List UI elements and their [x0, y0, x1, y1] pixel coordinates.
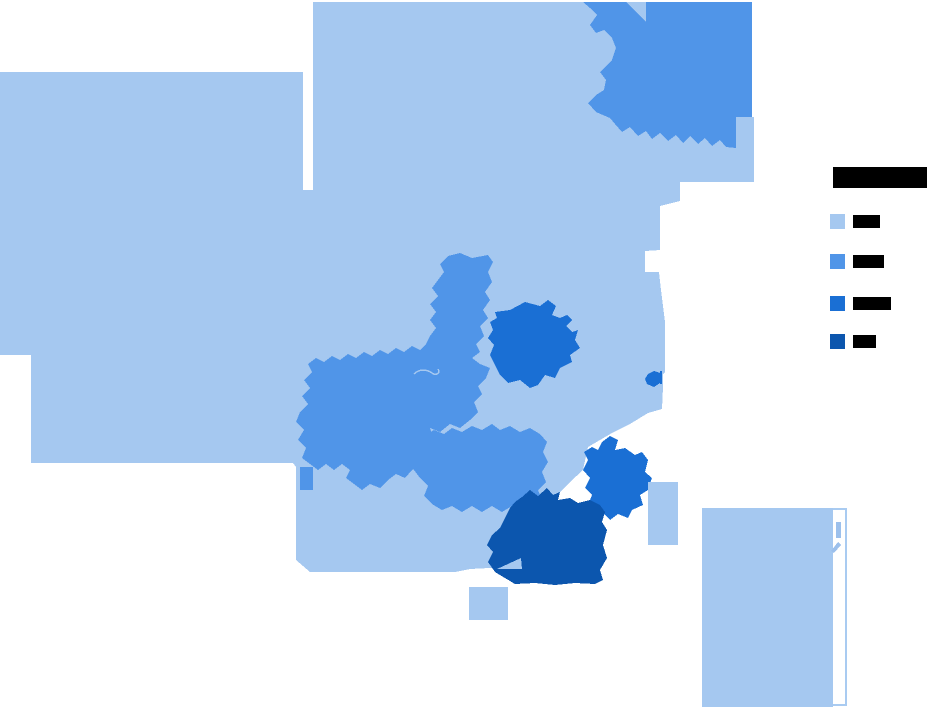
sea-inset-island-slash [831, 542, 841, 553]
region-south-central[interactable] [412, 424, 548, 512]
legend-swatch-level4 [830, 334, 845, 349]
sea-inset-island-bar [836, 522, 841, 538]
inner-boundary-line [413, 368, 440, 375]
region-coastal-dot[interactable] [645, 371, 660, 387]
region-southeast[interactable] [583, 436, 652, 520]
sea-inset-fill[interactable] [702, 508, 833, 707]
legend-swatch-level1 [830, 214, 845, 229]
region-central-plains[interactable] [488, 300, 580, 388]
region-central-west[interactable] [296, 253, 493, 490]
legend-label-redacted-block [853, 297, 891, 310]
region-offshore-rect[interactable] [648, 482, 678, 545]
region-west-north-landmass[interactable] [0, 2, 754, 572]
legend-label-redacted-block [853, 335, 876, 348]
legend-swatch-level2 [830, 254, 845, 269]
region-northeast-notch [626, 2, 646, 22]
region-island-square[interactable] [469, 587, 508, 620]
legend-label-redacted-block [853, 215, 880, 228]
region-small-west-square[interactable] [300, 467, 313, 490]
region-south-notch [497, 558, 522, 569]
region-coastal-dot-tick [660, 371, 662, 384]
region-northeast[interactable] [583, 2, 752, 148]
legend-label-redacted-block [853, 255, 884, 268]
legend-swatch-level3 [830, 296, 845, 311]
